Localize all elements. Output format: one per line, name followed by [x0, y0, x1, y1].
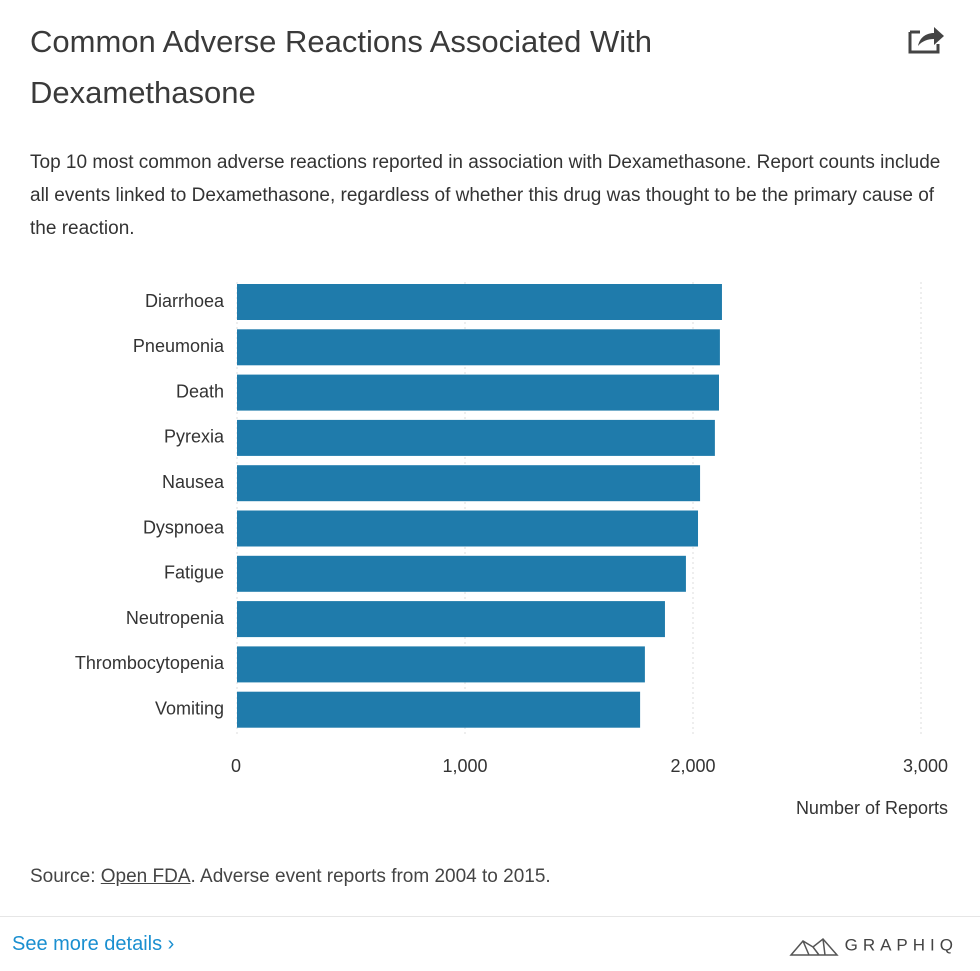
brand-icon: [788, 937, 839, 956]
source-link[interactable]: Open FDA: [100, 866, 191, 887]
y-tick-label: Thrombocytopenia: [75, 653, 225, 673]
bar: [237, 510, 699, 547]
x-tick-label: 2,000: [670, 756, 715, 776]
see-more-link[interactable]: See more details ›: [12, 933, 175, 955]
y-tick-label: Diarrhoea: [145, 291, 225, 311]
y-tick-label: Pyrexia: [164, 427, 225, 447]
brand-logo: GRAPHIQ: [788, 935, 958, 957]
bar: [237, 329, 720, 366]
y-tick-label: Pneumonia: [133, 336, 225, 356]
x-axis-label: Number of Reports: [796, 798, 948, 818]
x-tick-label: 0: [231, 756, 241, 776]
title: Common Adverse Reactions Associated With…: [30, 24, 652, 110]
source-prefix: Source:: [30, 866, 96, 887]
bar: [237, 419, 715, 456]
bar: [237, 374, 719, 411]
bar: [237, 465, 701, 502]
bar: [237, 691, 641, 728]
source: Source: Open FDA. Adverse event reports …: [30, 866, 551, 888]
brand-name: GRAPHIQ: [844, 935, 958, 955]
y-tick-label: Nausea: [162, 472, 225, 492]
source-text: . Adverse event reports from 2004 to 201…: [190, 866, 551, 887]
subtitle: Top 10 most common adverse reactions rep…: [30, 152, 941, 239]
x-tick-label: 3,000: [903, 756, 948, 776]
share-icon[interactable]: [906, 22, 946, 56]
bar: [237, 601, 665, 638]
bar: [237, 284, 722, 320]
divider: [0, 916, 980, 917]
y-tick-label: Vomiting: [155, 698, 224, 718]
y-tick-label: Fatigue: [164, 563, 224, 583]
chart: 0 1,000 2,000 3,000 Number of Reports Diarrho…: [75, 282, 948, 818]
bar: [237, 555, 686, 592]
y-tick-label: Death: [176, 381, 224, 401]
x-tick-label: 1,000: [442, 756, 487, 776]
bar: [237, 646, 645, 683]
y-tick-label: Dyspnoea: [143, 517, 225, 537]
y-tick-label: Neutropenia: [126, 608, 225, 628]
